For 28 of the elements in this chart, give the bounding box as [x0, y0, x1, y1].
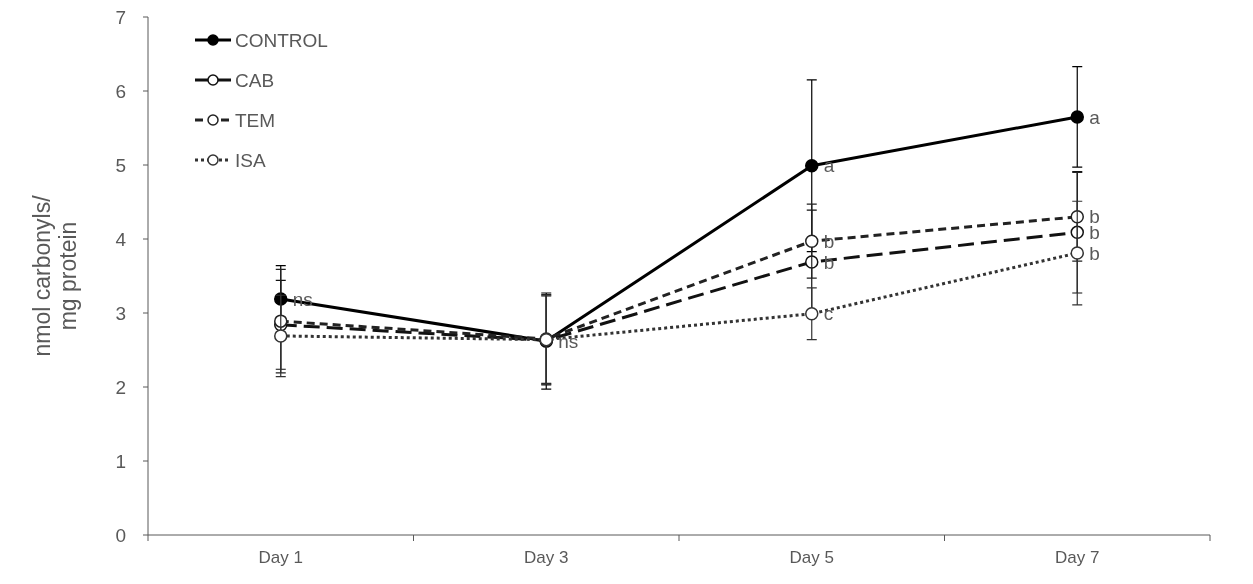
point: [805, 234, 819, 248]
annotation: b: [823, 230, 835, 252]
y-axis-title: nmol carbonyls/ mg protein: [29, 194, 82, 357]
y-tick-label: 3: [115, 302, 126, 324]
annotation: c: [823, 303, 834, 325]
legend-label: CONTROL: [235, 29, 328, 51]
legend-label: ISA: [235, 149, 266, 171]
legend-label: TEM: [235, 109, 276, 131]
y-tick-label: 5: [115, 154, 126, 176]
y-tick-label: 1: [115, 450, 126, 472]
point: [274, 329, 288, 343]
annotation: a: [1089, 106, 1101, 128]
y-tick-label: 7: [115, 6, 126, 28]
point: [1070, 246, 1084, 260]
x-tick-label: Day 5: [789, 548, 834, 567]
point: [805, 158, 819, 173]
y-tick-label: 0: [115, 524, 126, 546]
x-tick-label: Day 1: [258, 548, 303, 567]
annotation: ns: [558, 330, 579, 352]
x-tick-label: Day 3: [524, 548, 569, 567]
annotation: b: [1089, 242, 1100, 264]
y-tick-label: 6: [115, 80, 126, 102]
y-tick-label: 2: [115, 376, 126, 398]
y-tick-label: 4: [115, 228, 127, 250]
point: [805, 306, 819, 321]
x-tick-label: Day 7: [1055, 548, 1100, 567]
legend-label: CAB: [235, 69, 275, 91]
point: [1070, 110, 1084, 124]
